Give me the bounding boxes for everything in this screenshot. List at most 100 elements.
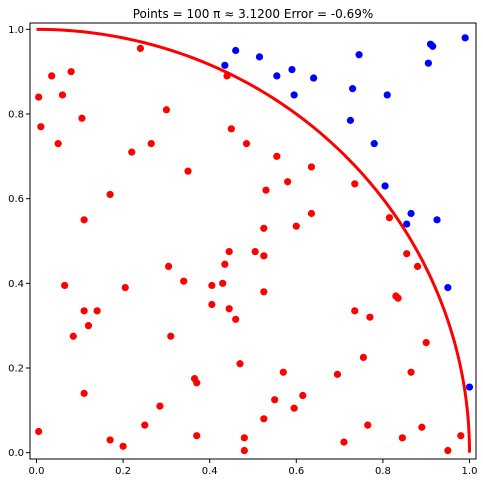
- data-point-inside: [162, 106, 170, 114]
- data-point-outside: [429, 42, 437, 50]
- data-point-inside: [260, 224, 268, 232]
- data-point-inside: [208, 281, 216, 290]
- data-point-outside: [383, 91, 391, 99]
- data-point-outside: [370, 140, 378, 148]
- data-point-outside: [221, 61, 229, 69]
- data-point-inside: [242, 140, 251, 148]
- data-point-inside: [219, 279, 227, 287]
- data-point-inside: [236, 360, 244, 368]
- data-point-inside: [418, 423, 426, 431]
- data-point-inside: [156, 402, 164, 410]
- data-point-inside: [54, 140, 62, 148]
- data-point-inside: [403, 250, 411, 258]
- x-tick-label: 0.0: [29, 466, 45, 477]
- y-tick-label: 0.2: [8, 363, 24, 374]
- plot-frame: [29, 22, 477, 460]
- data-point-inside: [193, 432, 201, 440]
- axis-ticks: 0.0 0.2 0.4 0.6 0.8 1.0 0.0 0.2 0.4 0.6 0.8 1.0: [8, 25, 477, 477]
- data-point-outside: [288, 65, 296, 74]
- data-point-inside: [80, 216, 88, 224]
- data-point-outside: [346, 116, 355, 124]
- y-tick-label: 0.8: [8, 110, 24, 121]
- data-point-inside: [292, 222, 300, 230]
- data-point-inside: [290, 404, 298, 412]
- data-point-inside: [279, 368, 287, 376]
- data-point-inside: [398, 434, 406, 442]
- data-point-inside: [273, 152, 281, 160]
- data-point-inside: [184, 167, 192, 175]
- data-point-outside: [310, 74, 318, 82]
- data-point-inside: [364, 421, 372, 429]
- data-point-outside: [355, 51, 363, 59]
- data-point-outside: [381, 182, 389, 190]
- data-point-inside: [119, 442, 127, 450]
- data-point-inside: [225, 305, 233, 313]
- data-point-outside: [407, 209, 415, 218]
- data-point-inside: [385, 214, 393, 222]
- data-point-inside: [260, 288, 268, 296]
- x-tick-label: 0.4: [202, 466, 218, 477]
- data-point-inside: [208, 300, 216, 309]
- data-point-inside: [106, 436, 114, 444]
- data-point-inside: [271, 396, 279, 404]
- data-point-inside: [221, 260, 229, 268]
- data-point-outside: [403, 220, 411, 228]
- data-point-inside: [240, 434, 248, 442]
- data-point-inside: [351, 307, 359, 315]
- data-point-inside: [136, 44, 145, 53]
- data-point-inside: [121, 283, 129, 292]
- data-point-inside: [299, 391, 307, 400]
- data-point-inside: [225, 247, 233, 256]
- data-point-outside: [255, 53, 264, 61]
- data-point-inside: [78, 114, 86, 122]
- data-point-inside: [35, 93, 43, 101]
- data-point-inside: [80, 389, 88, 397]
- x-tick-label: 0.8: [375, 466, 391, 477]
- data-point-inside: [147, 140, 155, 148]
- data-point-inside: [37, 123, 45, 131]
- data-point-inside: [444, 446, 452, 455]
- data-point-outside: [424, 59, 432, 67]
- data-point-inside: [422, 338, 430, 347]
- data-point-outside: [290, 91, 298, 99]
- data-point-outside: [273, 72, 281, 80]
- data-point-inside: [260, 415, 268, 423]
- y-tick-label: 1.0: [8, 25, 24, 36]
- y-tick-label: 0.0: [8, 448, 24, 459]
- data-point-inside: [164, 262, 173, 270]
- data-point-inside: [227, 125, 235, 133]
- data-point-inside: [180, 277, 188, 285]
- x-tick-label: 1.0: [462, 466, 478, 477]
- y-tick-label: 0.6: [8, 194, 24, 205]
- data-point-inside: [93, 307, 101, 315]
- data-point-inside: [193, 379, 201, 387]
- y-tick-label: 0.4: [8, 279, 24, 290]
- data-point-inside: [141, 421, 149, 429]
- x-tick-label: 0.6: [288, 466, 304, 477]
- data-point-inside: [84, 322, 93, 330]
- data-point-inside: [167, 332, 175, 340]
- data-point-inside: [340, 438, 348, 446]
- data-point-inside: [232, 315, 240, 323]
- data-point-inside: [69, 332, 77, 340]
- data-point-inside: [359, 353, 368, 362]
- chart-title: Points = 100 π ≈ 3.1200 Error = -0.69%: [133, 7, 374, 21]
- data-point-inside: [307, 209, 316, 218]
- data-point-inside: [67, 68, 75, 76]
- data-point-outside: [348, 85, 357, 93]
- data-point-inside: [106, 190, 114, 199]
- data-point-inside: [413, 262, 422, 270]
- data-point-inside: [35, 427, 43, 436]
- data-point-outside: [433, 216, 441, 224]
- data-point-outside: [465, 383, 474, 391]
- data-point-inside: [61, 281, 69, 290]
- data-point-inside: [48, 72, 56, 80]
- data-point-inside: [366, 313, 374, 321]
- x-tick-label: 0.2: [115, 466, 131, 477]
- data-point-inside: [262, 186, 270, 194]
- data-point-inside: [80, 307, 88, 315]
- data-point-inside: [394, 294, 402, 302]
- data-point-inside: [284, 178, 292, 186]
- data-point-inside: [333, 370, 342, 378]
